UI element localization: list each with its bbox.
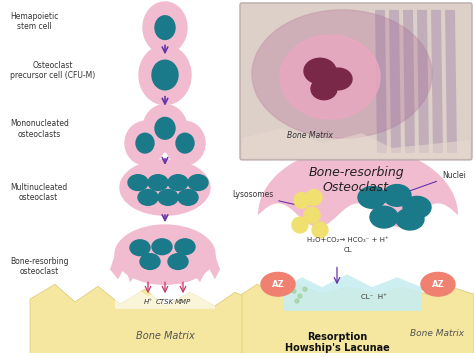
Text: Hemapoietic
stem cell: Hemapoietic stem cell (10, 11, 58, 31)
Text: Mononucleated
osteoclasts: Mononucleated osteoclasts (10, 119, 69, 139)
Ellipse shape (143, 2, 187, 53)
Ellipse shape (298, 294, 302, 298)
Ellipse shape (294, 193, 310, 208)
Ellipse shape (152, 60, 178, 90)
Text: Bone Matrix: Bone Matrix (410, 329, 464, 338)
Ellipse shape (168, 175, 188, 190)
Text: CL: CL (344, 247, 352, 253)
Text: Resorption
Howship's Lacunae: Resorption Howship's Lacunae (284, 332, 389, 353)
Ellipse shape (324, 68, 352, 90)
Polygon shape (403, 10, 415, 153)
Ellipse shape (403, 197, 431, 218)
Ellipse shape (176, 133, 194, 153)
Ellipse shape (175, 239, 195, 255)
Ellipse shape (311, 78, 337, 100)
Text: Nuclei: Nuclei (401, 171, 466, 194)
Ellipse shape (306, 189, 322, 205)
Ellipse shape (312, 222, 328, 238)
Polygon shape (110, 255, 220, 286)
Polygon shape (431, 10, 443, 153)
Ellipse shape (188, 175, 208, 190)
Ellipse shape (128, 175, 148, 190)
Ellipse shape (168, 254, 188, 270)
Ellipse shape (120, 160, 210, 215)
Text: CTSK: CTSK (156, 299, 174, 305)
Ellipse shape (252, 10, 432, 138)
Text: CL⁻  H⁺: CL⁻ H⁺ (361, 294, 387, 300)
Polygon shape (115, 284, 215, 309)
Ellipse shape (130, 240, 150, 256)
Ellipse shape (396, 208, 424, 230)
Polygon shape (389, 10, 401, 153)
Ellipse shape (304, 207, 320, 223)
Polygon shape (242, 128, 470, 158)
Text: H₂O+CO₂→ HCO₃⁻ + H⁺: H₂O+CO₂→ HCO₃⁻ + H⁺ (307, 237, 389, 243)
Text: H⁺: H⁺ (144, 299, 153, 305)
Text: Bone Matrix: Bone Matrix (136, 330, 194, 340)
Text: Bone-resorbing
osteoclast: Bone-resorbing osteoclast (10, 257, 69, 276)
Ellipse shape (292, 289, 296, 293)
Ellipse shape (303, 287, 307, 291)
Ellipse shape (280, 35, 380, 119)
Ellipse shape (139, 45, 191, 105)
Ellipse shape (421, 272, 455, 296)
Ellipse shape (152, 239, 172, 255)
Ellipse shape (155, 16, 175, 39)
Ellipse shape (136, 133, 154, 153)
Text: MMP: MMP (175, 299, 191, 305)
Ellipse shape (158, 189, 178, 205)
Ellipse shape (138, 189, 158, 205)
Ellipse shape (140, 254, 160, 270)
Ellipse shape (148, 175, 168, 190)
Ellipse shape (165, 121, 205, 165)
Polygon shape (30, 284, 250, 353)
Ellipse shape (155, 117, 175, 139)
Ellipse shape (358, 187, 386, 208)
Polygon shape (417, 10, 429, 153)
Text: Bone Matrix: Bone Matrix (287, 131, 333, 140)
Text: Multinucleated
osteoclast: Multinucleated osteoclast (10, 183, 67, 202)
Ellipse shape (383, 185, 411, 206)
Ellipse shape (115, 225, 215, 284)
Text: Osteoclast: Osteoclast (297, 5, 337, 14)
Polygon shape (284, 274, 422, 311)
Text: Lysosomes: Lysosomes (232, 190, 303, 207)
Text: Nuclei: Nuclei (336, 57, 384, 71)
Ellipse shape (304, 58, 336, 84)
Text: Bone-resorbing
Osteoclast: Bone-resorbing Osteoclast (308, 166, 404, 194)
Ellipse shape (292, 217, 308, 233)
Text: AZ: AZ (432, 280, 444, 289)
Ellipse shape (178, 189, 198, 205)
Polygon shape (445, 10, 457, 153)
Ellipse shape (143, 105, 187, 152)
Polygon shape (375, 10, 387, 153)
Ellipse shape (370, 206, 398, 228)
Polygon shape (242, 284, 474, 353)
Text: Osteoclast
precursor cell (CFU-M): Osteoclast precursor cell (CFU-M) (10, 61, 95, 80)
Text: AZ: AZ (272, 280, 284, 289)
FancyBboxPatch shape (240, 3, 472, 160)
Polygon shape (258, 146, 458, 227)
Ellipse shape (261, 272, 295, 296)
Ellipse shape (295, 299, 299, 303)
Ellipse shape (125, 121, 165, 165)
